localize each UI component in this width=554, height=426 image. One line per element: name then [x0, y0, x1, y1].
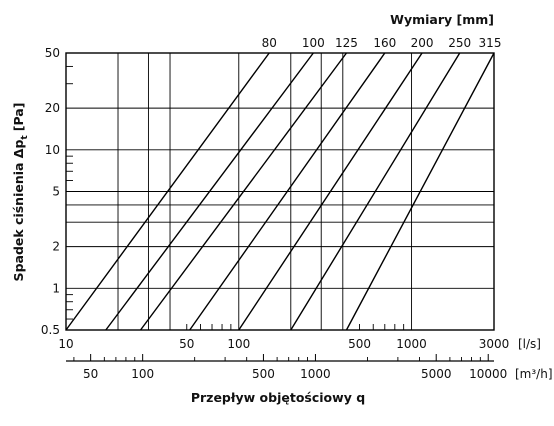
- series-label-125: 125: [335, 36, 358, 50]
- y-tick-label: 1: [52, 281, 60, 295]
- plot-frame: [65, 52, 495, 331]
- x-unit-label: [l/s]: [518, 337, 541, 351]
- x2-tick-labels: 50 100 500 1000 5000 10000: [83, 367, 507, 381]
- x2-tick-label: 50: [83, 367, 98, 381]
- series-label-200: 200: [411, 36, 434, 50]
- y-axis-label-sub: t: [20, 135, 30, 140]
- y-axis-label-unit: [Pa]: [11, 103, 26, 132]
- minor-ticks: [66, 65, 494, 362]
- series-line-125: [139, 52, 348, 331]
- y-axis-label-main: Spadek ciśnienia Δp: [11, 140, 26, 282]
- series-line-315: [345, 52, 495, 331]
- y-tick-label: 2: [52, 240, 60, 254]
- series-labels: 80 100 125 160 200 250 315: [262, 36, 502, 50]
- series-line-100: [105, 52, 314, 331]
- x2-tick-label: 500: [252, 367, 275, 381]
- x2-unit-label: [m³/h]: [515, 367, 553, 381]
- x-axis-label: Przepływ objętościowy q: [191, 390, 365, 405]
- x-tick-labels: 10 50 100 500 1000 3000: [58, 337, 509, 351]
- series-line-80: [65, 52, 270, 331]
- y-tick-label: 20: [45, 101, 60, 115]
- x-tick-label: 100: [227, 337, 250, 351]
- x-tick-label: 50: [179, 337, 194, 351]
- series-label-160: 160: [373, 36, 396, 50]
- x-tick-label: 1000: [396, 337, 427, 351]
- x2-tick-label: 10000: [469, 367, 507, 381]
- series-label-250: 250: [448, 36, 471, 50]
- y-tick-label: 5: [52, 185, 60, 199]
- series-label-315: 315: [479, 36, 502, 50]
- series-label-80: 80: [262, 36, 277, 50]
- x-tick-label: 10: [58, 337, 73, 351]
- x2-tick-label: 100: [131, 367, 154, 381]
- y-tick-label: 10: [45, 143, 60, 157]
- x2-tick-label: 1000: [300, 367, 331, 381]
- y-tick-labels: 0.5 1 2 5 10 20 50: [41, 46, 60, 337]
- x2-tick-label: 5000: [421, 367, 452, 381]
- x-tick-label: 500: [348, 337, 371, 351]
- series-line-200: [238, 52, 423, 331]
- y-tick-label: 50: [45, 46, 60, 60]
- y-tick-label: 0.5: [41, 323, 60, 337]
- grid: [66, 53, 494, 330]
- series-label-100: 100: [302, 36, 325, 50]
- y-axis-label: Spadek ciśnienia Δpt [Pa]: [11, 103, 30, 282]
- x-tick-label: 3000: [479, 337, 510, 351]
- series-line-250: [290, 52, 461, 331]
- series-lines: [65, 52, 495, 331]
- series-line-160: [189, 52, 386, 331]
- chart-title: Wymiary [mm]: [390, 12, 494, 27]
